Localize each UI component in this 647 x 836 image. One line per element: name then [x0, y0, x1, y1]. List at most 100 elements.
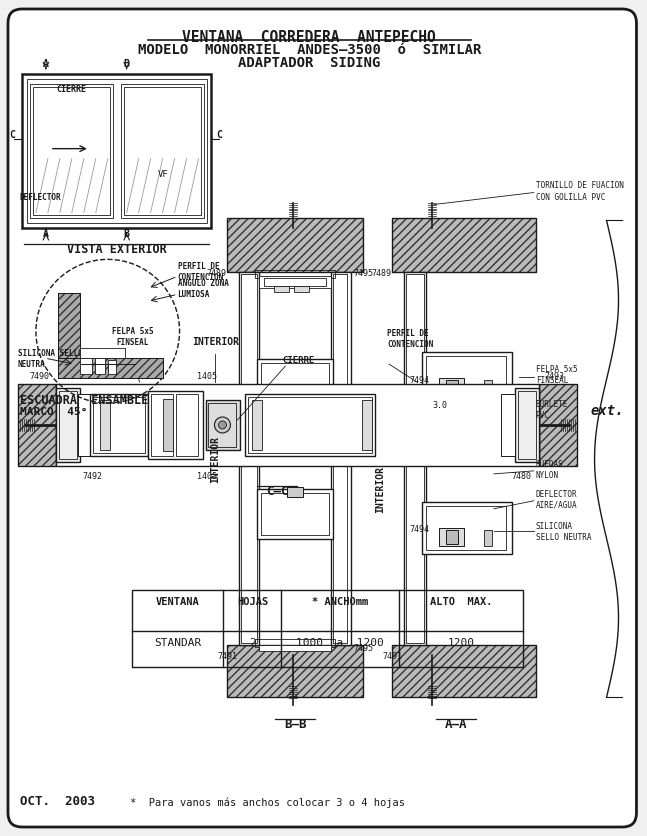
Bar — [331, 273, 351, 645]
Text: MODELO  MONORRIEL  ANDES–3500  ó  SIMILAR: MODELO MONORRIEL ANDES–3500 ó SIMILAR — [138, 43, 481, 57]
Bar — [18, 385, 56, 466]
Bar — [58, 359, 162, 379]
Bar — [239, 273, 259, 645]
Bar — [30, 84, 113, 219]
Text: INTERIOR: INTERIOR — [192, 337, 239, 347]
Text: 7495: 7495 — [353, 268, 373, 278]
Bar — [132, 590, 523, 668]
Text: B–B: B–B — [284, 717, 307, 731]
Bar — [291, 405, 300, 411]
Bar — [426, 357, 506, 400]
Bar — [228, 645, 363, 697]
Bar — [484, 530, 492, 546]
Bar — [256, 640, 335, 648]
Text: INTERIOR: INTERIOR — [375, 466, 385, 512]
Text: PERFIL DE
CONTENCION: PERFIL DE CONTENCION — [387, 329, 433, 349]
Text: A: A — [43, 59, 49, 69]
Bar — [208, 404, 236, 447]
Bar — [252, 400, 263, 451]
Bar — [58, 294, 80, 359]
Text: 7494: 7494 — [409, 375, 429, 384]
Bar — [259, 645, 331, 651]
Circle shape — [219, 421, 226, 430]
Bar — [256, 271, 335, 279]
Bar — [148, 391, 203, 459]
Bar — [259, 277, 331, 289]
Bar — [175, 395, 197, 456]
Bar — [484, 380, 492, 396]
Bar — [18, 385, 56, 466]
Bar — [333, 275, 347, 644]
Bar — [248, 398, 372, 453]
Bar — [59, 391, 77, 459]
Bar — [439, 379, 464, 396]
Bar — [80, 349, 125, 359]
Bar — [274, 287, 289, 293]
Bar — [294, 287, 309, 293]
Bar — [362, 400, 372, 451]
Bar — [258, 359, 333, 410]
Bar — [518, 391, 536, 459]
Text: TORNILLO DE FUACION
CON GOLILLA PVC: TORNILLO DE FUACION CON GOLILLA PVC — [536, 181, 624, 201]
Bar — [392, 645, 536, 697]
Bar — [151, 395, 173, 456]
Text: PERFIL DE
CONTENCION: PERFIL DE CONTENCION — [177, 262, 224, 282]
Bar — [439, 528, 464, 546]
Text: DEFLECTOR
AIRE/AGUA: DEFLECTOR AIRE/AGUA — [536, 489, 577, 509]
Text: ext.: ext. — [591, 404, 624, 417]
Text: OCT.  2003: OCT. 2003 — [20, 794, 95, 807]
Text: 3.0: 3.0 — [432, 400, 447, 410]
Bar — [258, 489, 333, 539]
Text: * ANCHOmm: * ANCHOmm — [312, 596, 368, 606]
Bar — [426, 506, 506, 550]
Text: 1405: 1405 — [197, 472, 217, 481]
Bar — [162, 400, 173, 451]
Text: 7495: 7495 — [353, 643, 373, 652]
Text: 7493: 7493 — [545, 372, 565, 380]
Text: ESCUADRA  ENSAMBLE: ESCUADRA ENSAMBLE — [20, 394, 148, 406]
Text: B: B — [124, 229, 129, 239]
Text: 2: 2 — [249, 638, 256, 648]
Text: *  Para vanos más anchos colocar 3 o 4 hojas: * Para vanos más anchos colocar 3 o 4 ho… — [129, 797, 404, 807]
Bar — [446, 530, 458, 544]
Text: 7491: 7491 — [217, 651, 237, 660]
Bar — [58, 359, 162, 379]
Bar — [515, 389, 539, 462]
Bar — [392, 219, 536, 273]
Text: 7489: 7489 — [206, 268, 226, 278]
Bar — [392, 219, 536, 273]
Bar — [404, 273, 426, 645]
Bar — [228, 645, 363, 697]
Text: C: C — [9, 130, 15, 140]
Text: 1000  a  1200: 1000 a 1200 — [296, 638, 384, 648]
Text: VENTANA: VENTANA — [156, 596, 199, 606]
Text: VENTANA  CORREDERA  ANTEPECHO: VENTANA CORREDERA ANTEPECHO — [182, 30, 436, 45]
Text: C: C — [217, 130, 223, 140]
Bar — [422, 502, 512, 554]
Bar — [261, 493, 329, 535]
Bar — [108, 360, 116, 375]
Text: C–C: C–C — [266, 484, 289, 497]
Text: SILICONA SELLO
NEUTRA: SILICONA SELLO NEUTRA — [18, 349, 83, 369]
Bar — [56, 385, 539, 466]
Bar — [228, 219, 363, 273]
FancyBboxPatch shape — [8, 10, 637, 827]
Text: A: A — [43, 229, 49, 239]
Bar — [539, 385, 576, 466]
Bar — [56, 389, 80, 462]
Text: DEFLECTOR: DEFLECTOR — [20, 193, 61, 201]
Bar — [206, 400, 241, 451]
Bar — [27, 79, 206, 224]
Text: CIERRE: CIERRE — [282, 355, 314, 364]
Bar — [80, 359, 92, 375]
Text: 1200: 1200 — [447, 638, 474, 648]
Text: VISTA EXTERIOR: VISTA EXTERIOR — [67, 243, 166, 256]
Text: 7490: 7490 — [30, 372, 50, 380]
Circle shape — [215, 417, 230, 433]
Text: RUEDAS
NYLON: RUEDAS NYLON — [536, 459, 564, 479]
Text: HOJAS: HOJAS — [237, 596, 268, 606]
Bar — [446, 380, 458, 395]
Bar — [100, 400, 110, 451]
Bar — [422, 353, 512, 405]
Text: 7491: 7491 — [382, 651, 402, 660]
